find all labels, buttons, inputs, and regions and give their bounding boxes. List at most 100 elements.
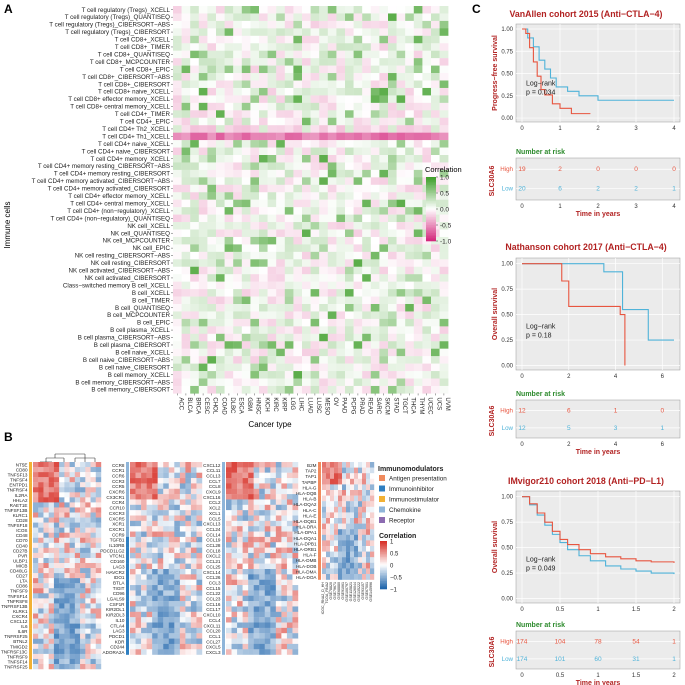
heatmap-cell — [319, 348, 328, 357]
heatmap-cell — [95, 547, 102, 554]
heatmap-cell — [353, 169, 363, 178]
category-strip-cell — [29, 658, 32, 665]
heatmap-cell — [422, 50, 432, 59]
heatmap-cell — [163, 536, 169, 543]
heatmap-cell — [174, 462, 181, 468]
heatmap-cell — [233, 289, 242, 297]
heatmap-cell — [439, 28, 449, 36]
heatmap-cell — [241, 214, 251, 223]
heatmap-cell — [179, 515, 186, 522]
correlation-gradient-step — [380, 557, 387, 559]
category-strip-cell — [29, 547, 32, 554]
heatmap-cell — [185, 585, 192, 591]
heatmap-cell — [38, 547, 44, 554]
heatmap-cell — [74, 573, 81, 579]
heatmap-cell — [310, 371, 320, 379]
heatmap-cell — [198, 65, 208, 74]
heatmap-cell — [422, 318, 432, 327]
heatmap-cell — [259, 649, 265, 655]
heatmap-cell — [276, 385, 285, 394]
heatmap-cell — [259, 207, 268, 215]
heatmap-cell — [48, 492, 55, 498]
heatmap-cell — [284, 20, 294, 29]
heatmap-cell — [130, 499, 136, 505]
heatmap-cell — [270, 547, 277, 554]
heatmap-cell — [276, 371, 285, 379]
heatmap-cell — [33, 467, 39, 473]
heatmap-cell — [38, 628, 44, 634]
heatmap-cell — [379, 65, 389, 74]
gene-label: CCL17 — [206, 607, 221, 612]
heatmap-cell — [310, 207, 320, 215]
heatmap-cell — [362, 184, 371, 193]
heatmap-cell — [336, 87, 346, 96]
heatmap-cell — [284, 296, 294, 305]
heatmap-cell — [157, 601, 164, 607]
heatmap-cell — [242, 547, 249, 554]
heatmap-cell — [396, 333, 406, 342]
heatmap-cell — [163, 606, 169, 612]
heatmap-cell — [264, 590, 271, 596]
heatmap-cell — [216, 289, 225, 297]
heatmap-cell — [146, 627, 153, 634]
legend-gradient-step — [426, 199, 436, 202]
gene-label: TNFRSF13B — [1, 604, 27, 609]
heatmap-cell — [326, 523, 331, 530]
heatmap-cell — [358, 518, 363, 524]
heatmap-cell — [242, 590, 249, 596]
heatmap-row-label: T cell CD4+ Th1_XCELL — [102, 133, 170, 140]
heatmap-cell — [207, 28, 217, 36]
heatmap-cell — [43, 477, 49, 483]
heatmap-cell — [135, 488, 142, 495]
heatmap-cell — [264, 531, 271, 538]
heatmap-cell — [396, 177, 406, 185]
heatmap-cell — [250, 177, 260, 185]
heatmap-cell — [90, 497, 96, 503]
heatmap-cell — [69, 608, 76, 614]
heatmap-cell — [370, 495, 375, 502]
heatmap-col-label: PAAD — [341, 397, 347, 414]
heatmap-cell — [152, 649, 158, 655]
heatmap-col-label: TGCT — [401, 397, 407, 414]
heatmap-cell — [345, 371, 354, 379]
heatmap-cell — [174, 579, 181, 586]
heatmap-cell — [353, 385, 363, 394]
heatmap-cell — [43, 608, 49, 614]
heatmap-cell — [293, 80, 303, 89]
heatmap-cell — [396, 117, 406, 126]
heatmap-cell — [173, 155, 182, 163]
heatmap-cell — [207, 289, 217, 297]
heatmap-cell — [74, 623, 81, 629]
heatmap-cell — [85, 578, 91, 584]
heatmap-cell — [336, 378, 346, 387]
category-strip-cell — [126, 552, 129, 559]
heatmap-col-label: UCEC — [427, 397, 433, 415]
heatmap-cell — [190, 649, 197, 655]
heatmap-cell — [259, 356, 268, 364]
heatmap-cell — [354, 484, 359, 491]
heatmap-cell — [198, 296, 208, 305]
heatmap-cell — [270, 531, 277, 538]
heatmap-cell — [74, 512, 81, 518]
heatmap-cell — [241, 326, 251, 334]
heatmap-cell — [135, 526, 142, 532]
heatmap-cell — [90, 573, 96, 579]
heatmap-cell — [59, 507, 65, 513]
heatmap-cell — [264, 504, 271, 511]
heatmap-cell — [53, 497, 60, 503]
heatmap-cell — [253, 606, 260, 612]
heatmap-cell — [353, 214, 363, 223]
heatmap-cell — [284, 35, 294, 44]
heatmap-cell — [286, 520, 293, 527]
gene-label: HLA-G — [302, 485, 316, 490]
heatmap-cell — [241, 356, 251, 364]
heatmap-cell — [275, 520, 282, 527]
heatmap-cell — [231, 504, 238, 511]
heatmap-cell — [388, 251, 397, 260]
heatmap-cell — [198, 229, 208, 238]
heatmap-cell — [281, 488, 288, 495]
heatmap-cell — [405, 251, 414, 260]
heatmap-cell — [259, 633, 265, 639]
heatmap-cell — [267, 73, 277, 81]
heatmap-cell — [48, 648, 55, 655]
